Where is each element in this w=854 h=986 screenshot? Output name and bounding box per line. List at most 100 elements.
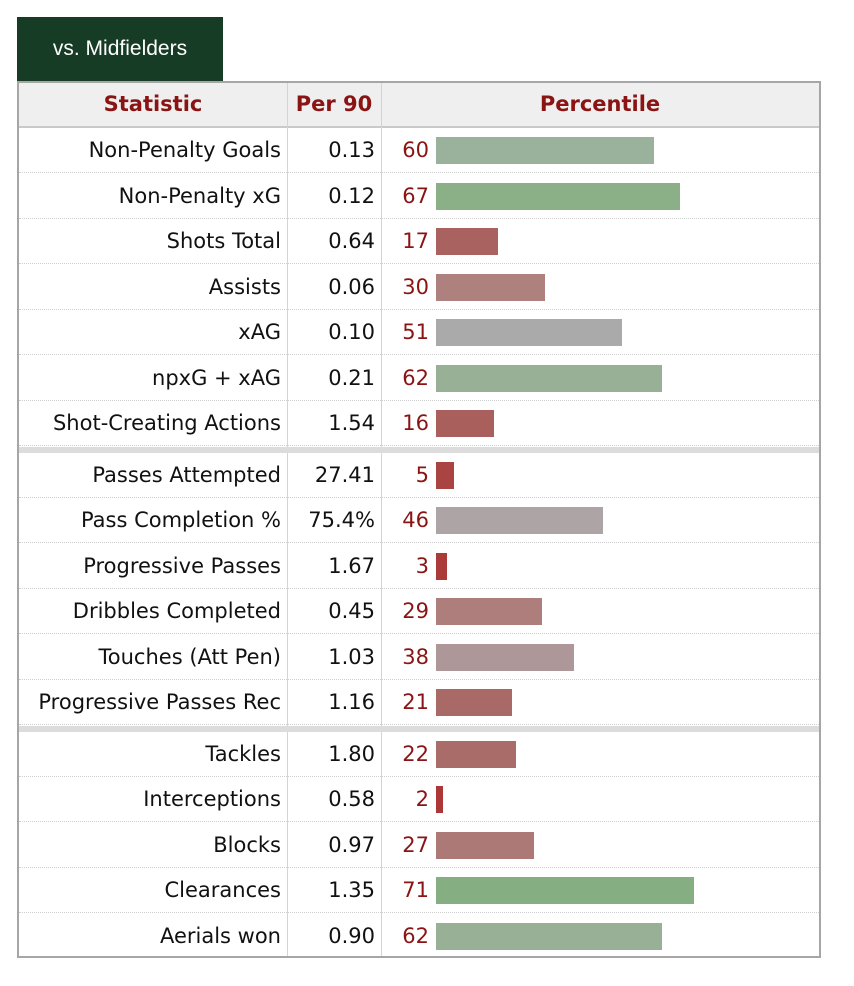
tab-vs-midfielders[interactable]: vs. Midfielders xyxy=(17,17,223,81)
table-row: Interceptions 0.58 2 xyxy=(19,777,819,822)
per90-value: 75.4% xyxy=(308,508,375,532)
per90-value: 0.97 xyxy=(328,832,375,857)
percentile-value: 21 xyxy=(402,690,429,714)
percentile-bar xyxy=(436,137,654,164)
table-row: Shot-Creating Actions 1.54 16 xyxy=(19,401,819,446)
stat-name: Shots Total xyxy=(166,229,281,253)
stat-name: Interceptions xyxy=(143,787,281,811)
table-row: Aerials won 0.90 62 xyxy=(19,914,819,959)
percentile-value: 62 xyxy=(402,365,429,390)
per90-value: 0.06 xyxy=(328,274,375,299)
table-row: Progressive Passes 1.67 3 xyxy=(19,544,819,589)
table-row: Non-Penalty xG 0.12 67 xyxy=(19,174,819,219)
percentile-value: 51 xyxy=(402,320,429,344)
stat-name: Touches (Att Pen) xyxy=(98,644,281,669)
percentile-table: Statistic Per 90 Percentile Non-Penalty … xyxy=(17,81,821,958)
percentile-value: 2 xyxy=(415,787,429,811)
percentile-bar xyxy=(436,410,494,437)
table-row: Pass Completion % 75.4% 46 xyxy=(19,498,819,543)
table-row: Touches (Att Pen) 1.03 38 xyxy=(19,635,819,680)
percentile-bar xyxy=(436,273,545,301)
percentile-value: 17 xyxy=(402,229,429,253)
percentile-bar xyxy=(436,689,512,716)
per90-value: 0.10 xyxy=(328,320,375,344)
table-row: Assists 0.06 30 xyxy=(19,265,819,310)
table-row: Non-Penalty Goals 0.13 60 xyxy=(19,128,819,173)
stat-name: Tackles xyxy=(205,741,281,766)
percentile-value: 3 xyxy=(415,553,429,578)
percentile-value: 16 xyxy=(402,411,429,435)
percentile-bar xyxy=(436,364,662,392)
table-header: Statistic Per 90 Percentile xyxy=(19,83,819,128)
percentile-bar xyxy=(436,228,498,255)
per90-value: 0.45 xyxy=(328,599,375,623)
percentile-bar xyxy=(436,552,447,580)
percentile-value: 29 xyxy=(402,599,429,623)
header-statistic[interactable]: Statistic xyxy=(103,92,203,116)
percentile-bar xyxy=(436,598,542,625)
percentile-value: 71 xyxy=(402,878,429,902)
stat-name: npxG + xAG xyxy=(152,365,281,390)
table-row: Shots Total 0.64 17 xyxy=(19,219,819,264)
stat-name: Shot-Creating Actions xyxy=(52,411,281,435)
percentile-bar xyxy=(436,740,516,768)
stat-name: Clearances xyxy=(164,878,281,902)
percentile-value: 62 xyxy=(402,923,429,948)
per90-value: 0.64 xyxy=(328,229,375,253)
table-row: Tackles 1.80 22 xyxy=(19,732,819,777)
table-row: Progressive Passes Rec 1.16 21 xyxy=(19,680,819,725)
header-percentile[interactable]: Percentile xyxy=(539,92,661,116)
stat-name: Pass Completion % xyxy=(80,508,281,532)
table-row: Clearances 1.35 71 xyxy=(19,868,819,913)
stat-name: Dribbles Completed xyxy=(72,599,281,623)
table-row: npxG + xAG 0.21 62 xyxy=(19,356,819,401)
percentile-value: 22 xyxy=(402,741,429,766)
table-row: xAG 0.10 51 xyxy=(19,310,819,355)
stat-name: Non-Penalty Goals xyxy=(88,138,281,162)
per90-value: 1.80 xyxy=(328,741,375,766)
percentile-value: 67 xyxy=(402,183,429,208)
stat-name: Progressive Passes xyxy=(83,553,281,578)
percentile-bar xyxy=(436,461,454,489)
stat-name: Progressive Passes Rec xyxy=(38,690,281,714)
per90-value: 1.16 xyxy=(328,690,375,714)
per90-value: 1.03 xyxy=(328,644,375,669)
per90-value: 0.58 xyxy=(328,787,375,811)
stat-name: Non-Penalty xG xyxy=(118,183,281,208)
percentile-value: 60 xyxy=(402,138,429,162)
percentile-value: 27 xyxy=(402,832,429,857)
percentile-bar xyxy=(436,319,622,346)
per90-value: 1.35 xyxy=(328,878,375,902)
stat-name: Passes Attempted xyxy=(92,462,281,487)
header-per90[interactable]: Per 90 xyxy=(295,92,373,116)
per90-value: 27.41 xyxy=(314,462,375,487)
percentile-bar xyxy=(436,507,603,534)
table-row: Blocks 0.97 27 xyxy=(19,823,819,868)
per90-value: 0.21 xyxy=(328,365,375,390)
per90-value: 0.90 xyxy=(328,923,375,948)
percentile-bar xyxy=(436,182,680,210)
per90-value: 1.67 xyxy=(328,553,375,578)
stat-name: Assists xyxy=(208,274,281,299)
stat-name: Blocks xyxy=(213,832,281,857)
percentile-bar xyxy=(436,877,694,904)
percentile-bar xyxy=(436,643,574,671)
percentile-bar xyxy=(436,786,443,813)
per90-value: 0.12 xyxy=(328,183,375,208)
column-divider xyxy=(381,83,382,956)
group-separator xyxy=(19,446,819,453)
stat-name: xAG xyxy=(238,320,281,344)
percentile-value: 46 xyxy=(402,508,429,532)
table-row: Passes Attempted 27.41 5 xyxy=(19,453,819,498)
table-row: Dribbles Completed 0.45 29 xyxy=(19,589,819,634)
per90-value: 1.54 xyxy=(328,411,375,435)
column-divider xyxy=(287,83,288,956)
per90-value: 0.13 xyxy=(328,138,375,162)
percentile-bar xyxy=(436,922,662,950)
group-separator xyxy=(19,725,819,732)
percentile-bar xyxy=(436,831,534,859)
percentile-value: 38 xyxy=(402,644,429,669)
stat-name: Aerials won xyxy=(159,923,281,948)
tab-label: vs. Midfielders xyxy=(52,37,188,60)
percentile-value: 30 xyxy=(402,274,429,299)
